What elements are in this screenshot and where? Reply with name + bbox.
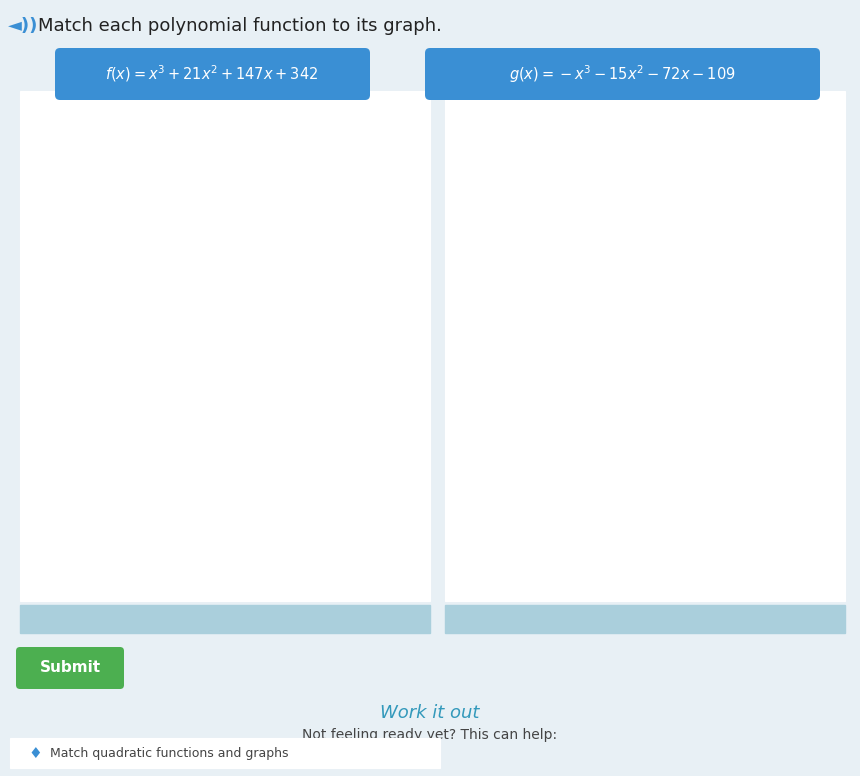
Bar [445, 605, 845, 633]
Bar [20, 605, 430, 633]
Text: Not feeling ready yet? This can help:: Not feeling ready yet? This can help: [303, 728, 557, 742]
FancyBboxPatch shape [16, 647, 124, 689]
Text: x: x [838, 322, 846, 335]
Text: x: x [424, 322, 431, 335]
Bar [20, 91, 430, 601]
Text: Submit: Submit [40, 660, 101, 675]
FancyBboxPatch shape [425, 48, 820, 100]
Text: $g(x) = -x^3 - 15x^2 - 72x - 109$: $g(x) = -x^3 - 15x^2 - 72x - 109$ [509, 63, 735, 85]
Text: y: y [668, 84, 676, 97]
Text: Work it out: Work it out [380, 704, 480, 722]
FancyBboxPatch shape [55, 48, 370, 100]
Text: $f(x) = x^3 + 21x^2 + 147x + 342$: $f(x) = x^3 + 21x^2 + 147x + 342$ [105, 64, 319, 85]
Text: Match each polynomial function to its graph.: Match each polynomial function to its gr… [38, 17, 442, 35]
Text: y: y [249, 84, 256, 97]
Bar [10, 738, 440, 768]
Text: ◄)): ◄)) [8, 17, 39, 35]
Bar [445, 91, 845, 601]
Text: Match quadratic functions and graphs: Match quadratic functions and graphs [50, 747, 288, 760]
Text: ♦: ♦ [28, 746, 41, 760]
